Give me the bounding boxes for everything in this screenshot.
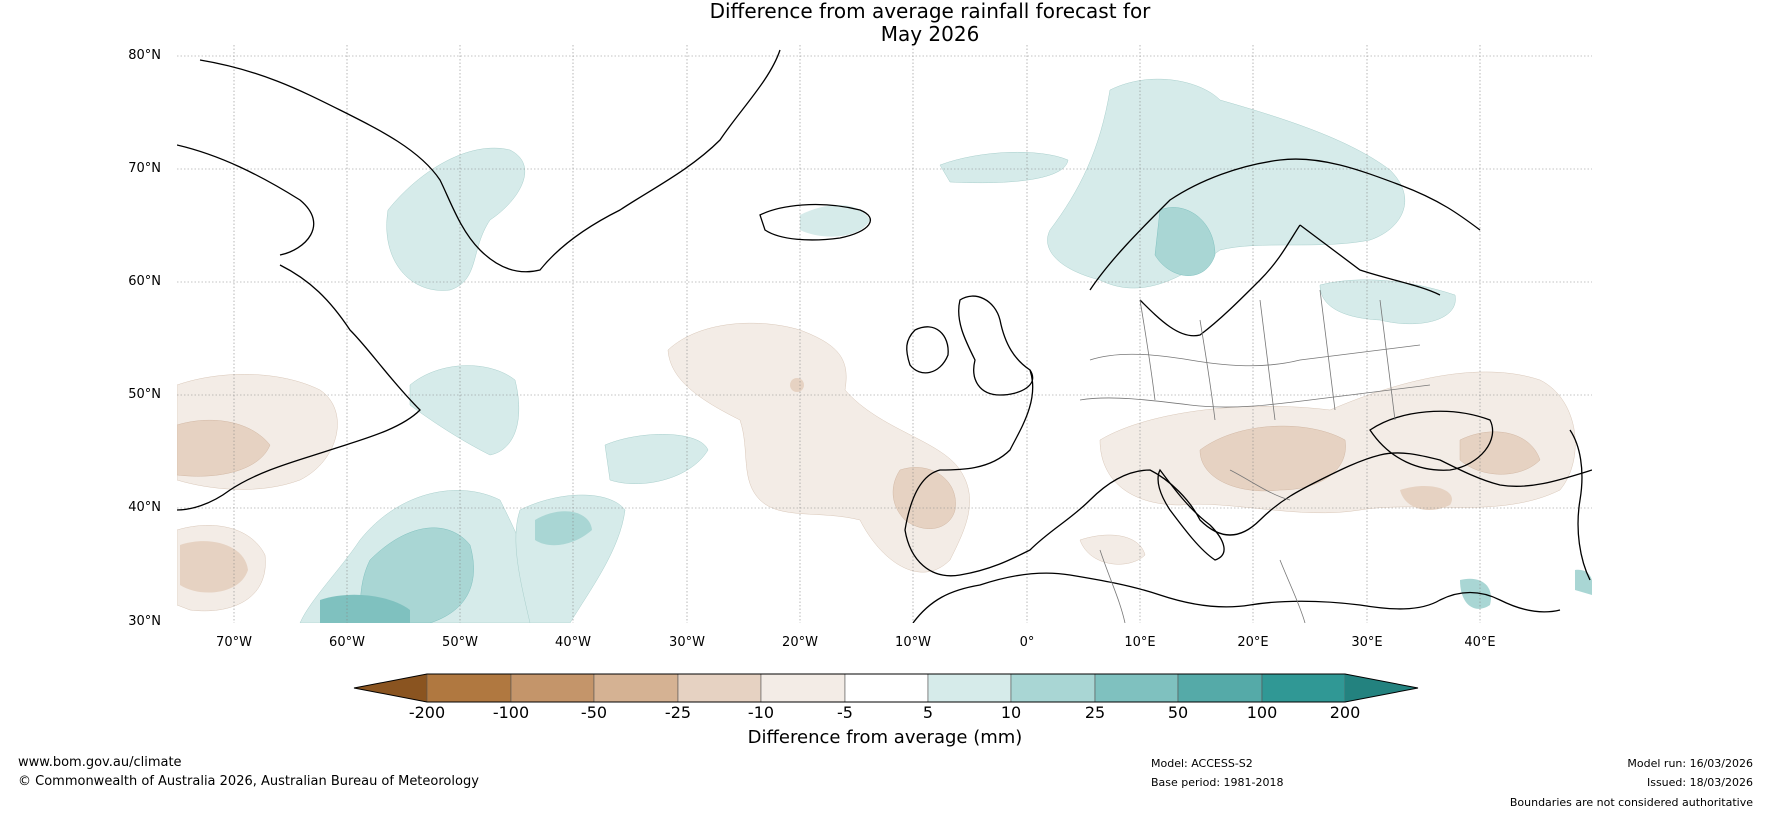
colorbar <box>353 673 1419 703</box>
coast-britain <box>958 295 1034 396</box>
lon-label-30w: 30°W <box>669 635 705 650</box>
wet-anomaly-norway-core <box>1154 207 1216 276</box>
issued-date: Issued: 18/03/2026 <box>1646 776 1753 789</box>
boundaries-disclaimer: Boundaries are not considered authoritat… <box>1509 796 1753 809</box>
lon-label-70w: 70°W <box>216 635 252 650</box>
lat-label-40n: 40°N <box>128 500 161 515</box>
lon-label-30e: 30°E <box>1351 635 1383 650</box>
colorbar-title: Difference from average (mm) <box>747 727 1023 748</box>
wet-anomaly-south-core <box>320 594 410 623</box>
wet-anomaly-levant <box>1460 578 1491 609</box>
copyright-notice: © Commonwealth of Australia 2026, Austra… <box>18 774 479 789</box>
colorbar-segment <box>1010 673 1096 703</box>
anomaly-shading <box>177 78 1592 623</box>
wet-anomaly-midatlantic <box>604 434 709 484</box>
dry-anomaly-turkey <box>1400 485 1452 510</box>
colorbar-tick: 100 <box>1246 703 1278 722</box>
colorbar-over-arrow <box>1345 674 1418 702</box>
base-period: Base period: 1981-2018 <box>1151 776 1284 789</box>
coastlines <box>177 49 1592 623</box>
colorbar-segment <box>1177 673 1263 703</box>
coast-black-sea <box>1369 410 1494 471</box>
coast-finland <box>1299 224 1441 296</box>
colorbar-tick: 5 <box>922 703 934 722</box>
wet-anomaly-iceland <box>800 204 870 237</box>
colorbar-tick: -200 <box>408 703 446 722</box>
lat-label-60n: 60°N <box>128 274 161 289</box>
website-link[interactable]: www.bom.gov.au/climate <box>18 755 182 770</box>
lon-label-20e: 20°E <box>1237 635 1269 650</box>
wet-anomaly-iran <box>1575 569 1592 595</box>
coast-caspian <box>1569 429 1591 581</box>
wet-anomaly-baltic <box>1319 279 1456 325</box>
dry-anomaly-westatlantic-core <box>180 541 248 593</box>
coast-italy <box>1157 468 1225 561</box>
colorbar-under-arrow <box>354 674 427 702</box>
colorbar-tick: 10 <box>1000 703 1022 722</box>
colorbar-tick: -100 <box>492 703 530 722</box>
colorbar-segment <box>844 673 929 703</box>
lon-label-60w: 60°W <box>329 635 365 650</box>
lon-label-40w: 40°W <box>555 635 591 650</box>
wet-anomaly-scandinavia <box>1047 78 1406 289</box>
colorbar-segment <box>927 673 1012 703</box>
colorbar-tick: 200 <box>1329 703 1361 722</box>
coast-sweden <box>1139 224 1301 337</box>
lat-label-80n: 80°N <box>128 48 161 63</box>
lon-label-10w: 10°W <box>895 635 931 650</box>
colorbar-segment <box>426 673 512 703</box>
lat-label-70n: 70°N <box>128 161 161 176</box>
coast-norway <box>1089 158 1481 291</box>
colorbar-tick: 25 <box>1084 703 1106 722</box>
coast-baffin <box>177 144 315 256</box>
coast-europe <box>904 369 1592 577</box>
lon-label-20w: 20°W <box>782 635 818 650</box>
wet-anomaly-greenland <box>386 147 526 291</box>
title-line-1: Difference from average rainfall forecas… <box>709 0 1151 23</box>
model-name: Model: ACCESS-S2 <box>1151 757 1253 770</box>
dry-anomaly-africa <box>1079 534 1146 565</box>
colorbar-segment <box>1094 673 1179 703</box>
lon-label-10e: 10°E <box>1124 635 1156 650</box>
chart-title: Difference from average rainfall forecas… <box>660 0 1200 46</box>
coast-iceland <box>759 203 872 241</box>
country-borders <box>1079 289 1431 623</box>
dry-anomaly-caspian <box>1459 431 1541 475</box>
lon-label-40e: 40°E <box>1464 635 1496 650</box>
colorbar-tick: 50 <box>1167 703 1189 722</box>
wet-anomaly-subtropical-e-core <box>535 511 592 546</box>
title-line-2: May 2026 <box>880 22 980 46</box>
colorbar-tick: -10 <box>747 703 775 722</box>
wet-anomaly-labrador <box>409 365 519 456</box>
coast-north-africa <box>912 572 1561 623</box>
colorbar-segment <box>760 673 846 703</box>
colorbar-tick: -5 <box>837 703 853 722</box>
dry-anomaly-atlantic <box>667 322 970 573</box>
dry-anomaly-carpathians <box>1199 425 1346 492</box>
gridlines <box>177 45 1592 623</box>
colorbar-segment <box>510 673 595 703</box>
lon-label-0: 0° <box>1019 635 1035 650</box>
wet-anomaly-iceland-n <box>939 151 1069 184</box>
lon-label-50w: 50°W <box>442 635 478 650</box>
coast-greenland <box>199 49 781 273</box>
colorbar-segment <box>677 673 762 703</box>
model-run-date: Model run: 16/03/2026 <box>1627 757 1753 770</box>
colorbar-tick: -25 <box>664 703 692 722</box>
lat-label-50n: 50°N <box>128 387 161 402</box>
lat-label-30n: 30°N <box>128 614 161 629</box>
coast-ireland <box>906 326 949 374</box>
colorbar-segment <box>1261 673 1346 703</box>
dry-anomaly-quebec <box>177 420 271 477</box>
colorbar-tick: -50 <box>580 703 608 722</box>
dry-anomaly-spot <box>790 378 804 392</box>
coast-labrador <box>177 264 421 511</box>
colorbar-segment <box>593 673 679 703</box>
